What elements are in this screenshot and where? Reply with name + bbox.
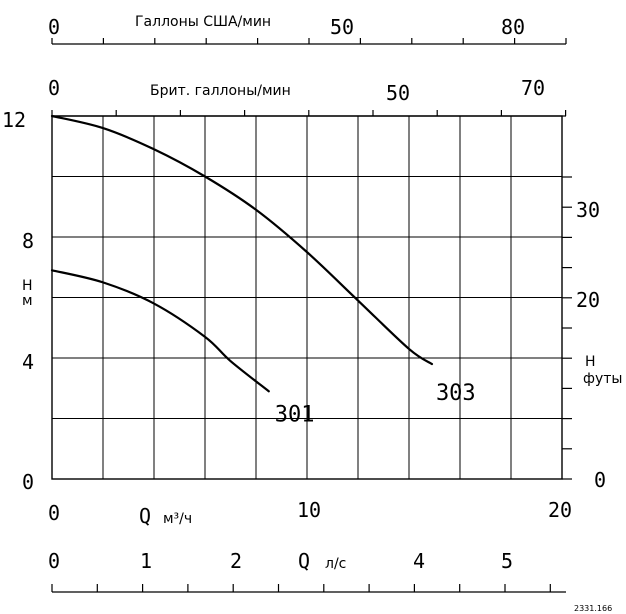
y-tick-12: 12	[2, 108, 26, 132]
lps-tick-4: 4	[413, 549, 425, 573]
us-gpm-tick-0: 0	[48, 15, 60, 39]
us-gpm-tick-50: 50	[330, 15, 354, 39]
x-tick-20: 20	[548, 498, 572, 522]
curve-301	[50, 269, 270, 393]
figure-footnote: 2331.166	[574, 604, 612, 613]
x-tick-10: 10	[297, 498, 321, 522]
curve-label-303: 303	[436, 381, 476, 406]
x-symbol: Q	[139, 504, 151, 528]
lps-tick-2: 2	[230, 549, 242, 573]
lps-tick-1: 1	[140, 549, 152, 573]
feet-tick-30: 30	[576, 198, 600, 222]
x-unit: м³/ч	[163, 511, 192, 527]
y-tick-0: 0	[22, 470, 34, 494]
x-axis-m3h: 0 10 20 Q м³/ч	[48, 498, 572, 528]
lps-tick-0: 0	[48, 549, 60, 573]
feet-tick-20: 20	[576, 288, 600, 312]
imp-gpm-tick-50: 50	[386, 81, 410, 105]
imp-gpm-axis-label: Брит. галлоны/мин	[150, 83, 291, 99]
lps-axis: 0 1 2 4 5 Q л/с	[48, 549, 566, 593]
us-gpm-tick-80: 80	[501, 15, 525, 39]
y-tick-4: 4	[22, 350, 34, 374]
y-symbol: H	[22, 278, 33, 294]
plot-area: 301 303	[50, 114, 563, 480]
imp-gpm-tick-70: 70	[521, 76, 545, 100]
lps-unit: л/с	[325, 556, 346, 572]
imp-gpm-axis: Брит. галлоны/мин 0 50 70	[48, 76, 567, 117]
y-unit: м	[22, 293, 33, 309]
us-gpm-axis: Галлоны США/мин 0 50 80	[48, 14, 567, 45]
feet-symbol: H	[585, 354, 596, 370]
y-axis-m: 12 8 4 0 H м	[2, 108, 34, 494]
imp-gpm-tick-0: 0	[48, 76, 60, 100]
curve-303	[50, 114, 434, 366]
us-gpm-axis-label: Галлоны США/мин	[135, 14, 271, 30]
y-tick-8: 8	[22, 229, 34, 253]
lps-tick-5: 5	[501, 549, 513, 573]
curve-label-301: 301	[275, 402, 315, 427]
feet-unit: футы	[583, 371, 622, 387]
x-tick-0: 0	[48, 501, 60, 525]
feet-axis: 30 20 0 H футы	[562, 176, 622, 492]
lps-symbol: Q	[298, 549, 310, 573]
feet-tick-0: 0	[594, 468, 606, 492]
